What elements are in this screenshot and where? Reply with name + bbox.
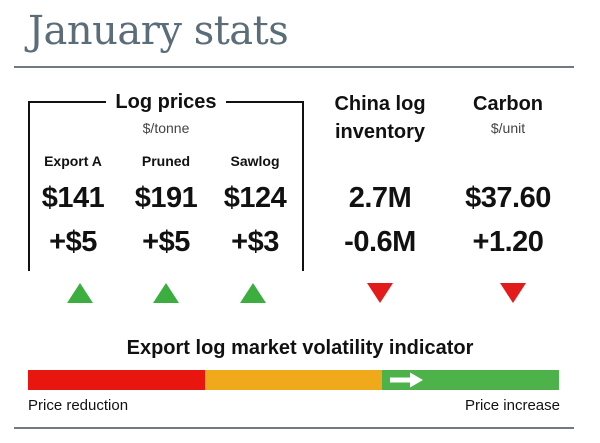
log-prices-unit: $/tonne (142, 120, 190, 136)
right-arrow-icon (384, 371, 428, 389)
volatility-title: Export log market volatility indicator (126, 337, 474, 359)
up-arrow-icon (153, 283, 179, 303)
bracket-left-line (28, 101, 30, 271)
bottom-divider (14, 427, 574, 429)
china-inventory-change: -0.6M (344, 226, 416, 258)
page-title: January stats (28, 8, 289, 54)
volatility-bar-green-segment (382, 370, 559, 390)
carbon-unit: $/unit (490, 120, 526, 136)
down-arrow-icon (500, 283, 526, 303)
top-divider (14, 66, 574, 68)
up-arrow-icon (67, 283, 93, 303)
column-name-export-a: Export A (44, 153, 102, 169)
change-sawlog: +$3 (231, 226, 279, 258)
volatility-bar-red-segment (28, 370, 205, 390)
price-export-a: $141 (41, 182, 105, 214)
price-pruned: $191 (134, 182, 198, 214)
log-prices-heading: Log prices (115, 91, 217, 113)
price-sawlog: $124 (223, 182, 287, 214)
volatility-bar-orange-segment (205, 370, 382, 390)
price-reduction-label: Price reduction (28, 397, 129, 414)
bracket-right-line (302, 101, 304, 271)
down-arrow-icon (367, 283, 393, 303)
china-inventory-heading-line1: China log (334, 93, 426, 115)
carbon-value: $37.60 (465, 182, 551, 214)
price-increase-label: Price increase (464, 397, 560, 414)
change-pruned: +$5 (142, 226, 190, 258)
carbon-heading: Carbon (473, 93, 543, 115)
column-name-sawlog: Sawlog (230, 153, 280, 169)
up-arrow-icon (240, 283, 266, 303)
china-inventory-value: 2.7M (348, 182, 412, 214)
carbon-change: +1.20 (472, 226, 544, 258)
column-name-pruned: Pruned (141, 153, 191, 169)
bracket-top-right-line (226, 101, 304, 103)
bracket-top-left-line (28, 101, 106, 103)
change-export-a: +$5 (49, 226, 97, 258)
china-inventory-heading-line2: inventory (334, 121, 426, 143)
